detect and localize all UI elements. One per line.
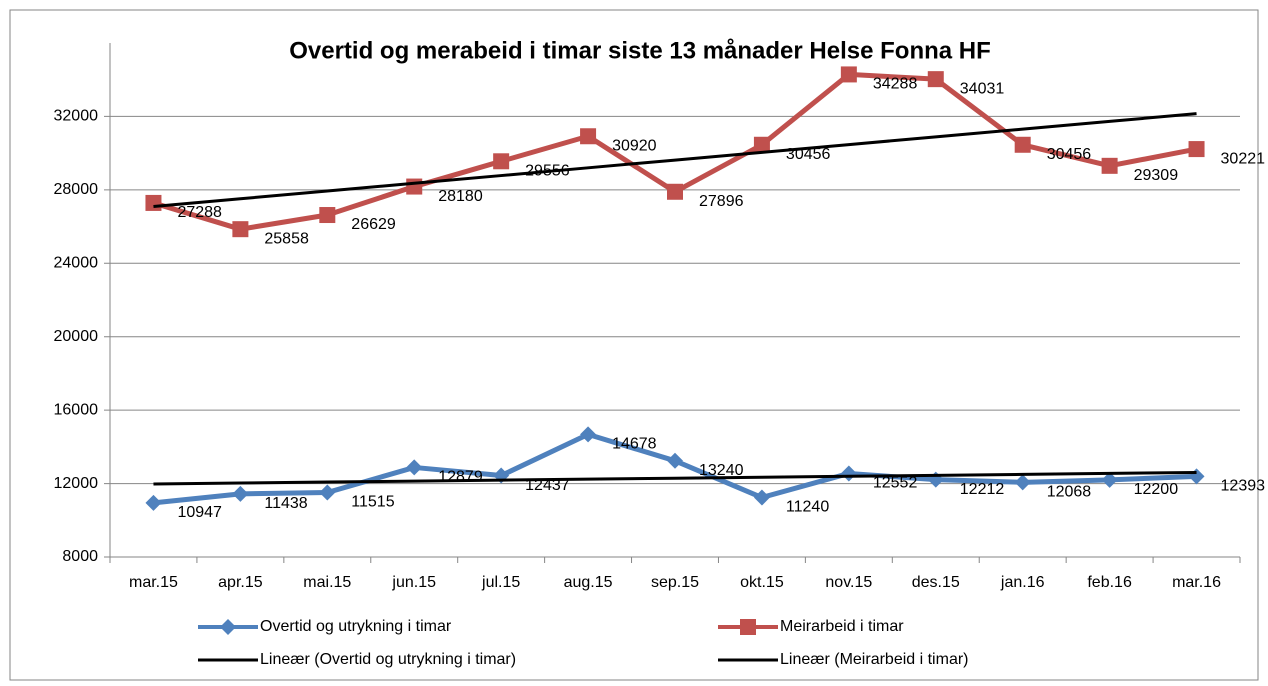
x-tick-label: mai.15: [303, 574, 351, 591]
x-tick-label: aug.15: [564, 574, 613, 591]
point: [667, 452, 683, 469]
point: [319, 484, 336, 501]
point: [840, 66, 857, 83]
point: [232, 485, 249, 502]
x-tick-label: feb.16: [1087, 574, 1132, 591]
point: [927, 71, 944, 88]
point: [319, 207, 336, 224]
y-tick-label: 8000: [62, 548, 98, 565]
point: [1188, 141, 1205, 158]
point: [406, 178, 423, 195]
data-label: 29309: [1134, 167, 1179, 184]
x-tick-label: mar.15: [129, 574, 178, 591]
x-tick-label: jul.15: [481, 574, 520, 591]
point: [1014, 136, 1031, 153]
point: [232, 221, 249, 238]
legend-label: Lineær (Meirarbeid i timar): [780, 651, 969, 668]
data-label: 11515: [351, 494, 394, 511]
x-tick-label: nov.15: [825, 574, 872, 591]
data-label: 27288: [177, 204, 222, 221]
x-tick-label: apr.15: [218, 574, 263, 591]
x-tick-label: mar.16: [1172, 574, 1221, 591]
point: [406, 459, 423, 476]
data-label: 12552: [873, 475, 918, 492]
point: [753, 489, 770, 506]
data-label: 26629: [351, 216, 396, 233]
data-label: 27896: [699, 193, 744, 210]
legend-label: Meirarbeid i timar: [780, 618, 904, 635]
trend-line: [153, 470, 1197, 486]
point: [145, 194, 162, 211]
data-label: 28180: [438, 188, 483, 205]
data-label: 12200: [1134, 481, 1179, 498]
y-tick-label: 16000: [54, 401, 99, 418]
y-tick-label: 28000: [54, 181, 99, 198]
data-label: 34288: [873, 76, 918, 93]
data-label: 11438: [264, 495, 307, 512]
data-label: 13240: [699, 462, 744, 479]
data-label: 12879: [438, 469, 483, 486]
data-label: 30920: [612, 137, 657, 154]
data-label: 30456: [1047, 146, 1092, 163]
trend-line: [153, 112, 1197, 209]
point: [1014, 474, 1031, 491]
data-label: 25858: [264, 230, 309, 247]
data-label: 12068: [1047, 484, 1092, 501]
chart-frame: [9, 9, 1259, 681]
y-tick-label: 24000: [54, 255, 99, 272]
data-label: 11240: [786, 499, 829, 516]
x-tick-label: okt.15: [740, 574, 784, 591]
point: [580, 128, 597, 145]
point: [580, 426, 597, 443]
y-tick-label: 32000: [54, 108, 99, 125]
data-label: 34031: [960, 80, 1005, 97]
x-tick-label: des.15: [912, 574, 960, 591]
data-label: 30221: [1221, 150, 1266, 167]
point: [145, 494, 162, 511]
y-tick-label: 12000: [54, 475, 99, 492]
legend-marker: [220, 619, 236, 635]
data-label: 14678: [612, 436, 657, 453]
point: [753, 136, 770, 153]
chart-title: Overtid og merabeid i timar siste 13 mån…: [289, 37, 991, 64]
x-tick-label: jan.16: [1000, 574, 1045, 591]
y-tick-label: 20000: [54, 328, 99, 345]
data-label: 12212: [960, 481, 1005, 498]
x-tick-label: jun.15: [391, 574, 436, 591]
point: [1101, 157, 1118, 174]
legend-label: Lineær (Overtid og utrykning i timar): [260, 651, 516, 668]
legend-label: Overtid og utrykning i timar: [260, 618, 452, 635]
data-label: 12393: [1221, 478, 1266, 495]
x-tick-label: sep.15: [651, 574, 699, 591]
point: [493, 153, 510, 170]
point: [667, 183, 683, 200]
data-label: 10947: [177, 504, 222, 521]
legend-marker: [740, 619, 756, 635]
point: [1101, 471, 1118, 488]
